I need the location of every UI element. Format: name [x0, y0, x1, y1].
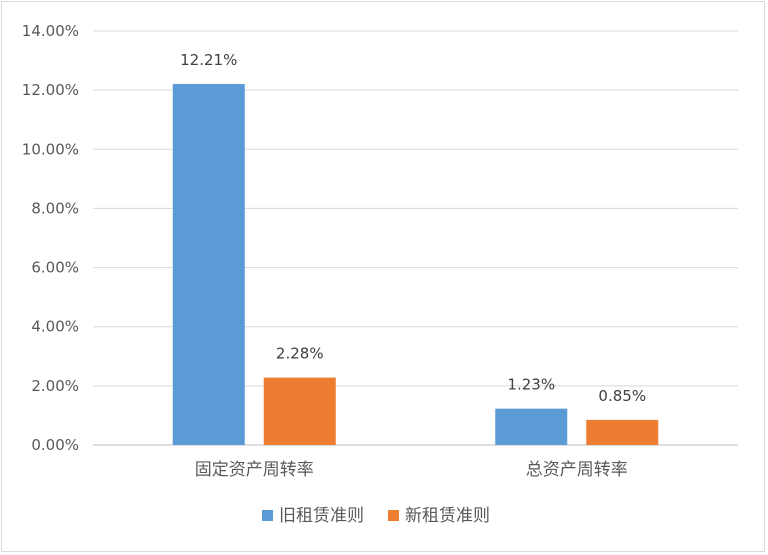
legend-swatch — [388, 510, 399, 521]
bars — [172, 83, 659, 445]
y-tick-label: 14.00% — [22, 22, 79, 40]
y-tick-label: 4.00% — [31, 318, 79, 336]
y-tick-label: 2.00% — [31, 377, 79, 395]
data-label: 0.85% — [598, 387, 646, 405]
y-tick-label: 8.00% — [31, 199, 79, 217]
bar — [586, 419, 659, 445]
bar — [495, 408, 568, 445]
data-label: 1.23% — [507, 376, 555, 394]
data-label: 2.28% — [276, 345, 324, 363]
x-axis-categories: 固定资产周转率 总资产周转率 — [195, 460, 628, 480]
x-category-label: 总资产周转率 — [526, 460, 628, 480]
legend-swatch — [262, 510, 273, 521]
y-tick-label: 6.00% — [31, 259, 79, 277]
data-labels: 12.21% 2.28% 1.23% 0.85% — [180, 51, 646, 405]
y-axis-ticks: 0.00% 2.00% 4.00% 6.00% 8.00% 10.00% 12.00% 14.… — [22, 22, 79, 454]
bar — [263, 377, 336, 445]
y-tick-label: 12.00% — [22, 81, 79, 99]
bar — [172, 83, 245, 445]
legend-label: 旧租赁准则 — [279, 506, 364, 526]
x-category-label: 固定资产周转率 — [195, 460, 314, 480]
legend-label: 新租赁准则 — [405, 506, 490, 526]
legend: 旧租赁准则 新租赁准则 — [262, 506, 490, 526]
y-tick-label: 0.00% — [31, 436, 79, 454]
y-tick-label: 10.00% — [22, 140, 79, 158]
data-label: 12.21% — [180, 51, 237, 69]
